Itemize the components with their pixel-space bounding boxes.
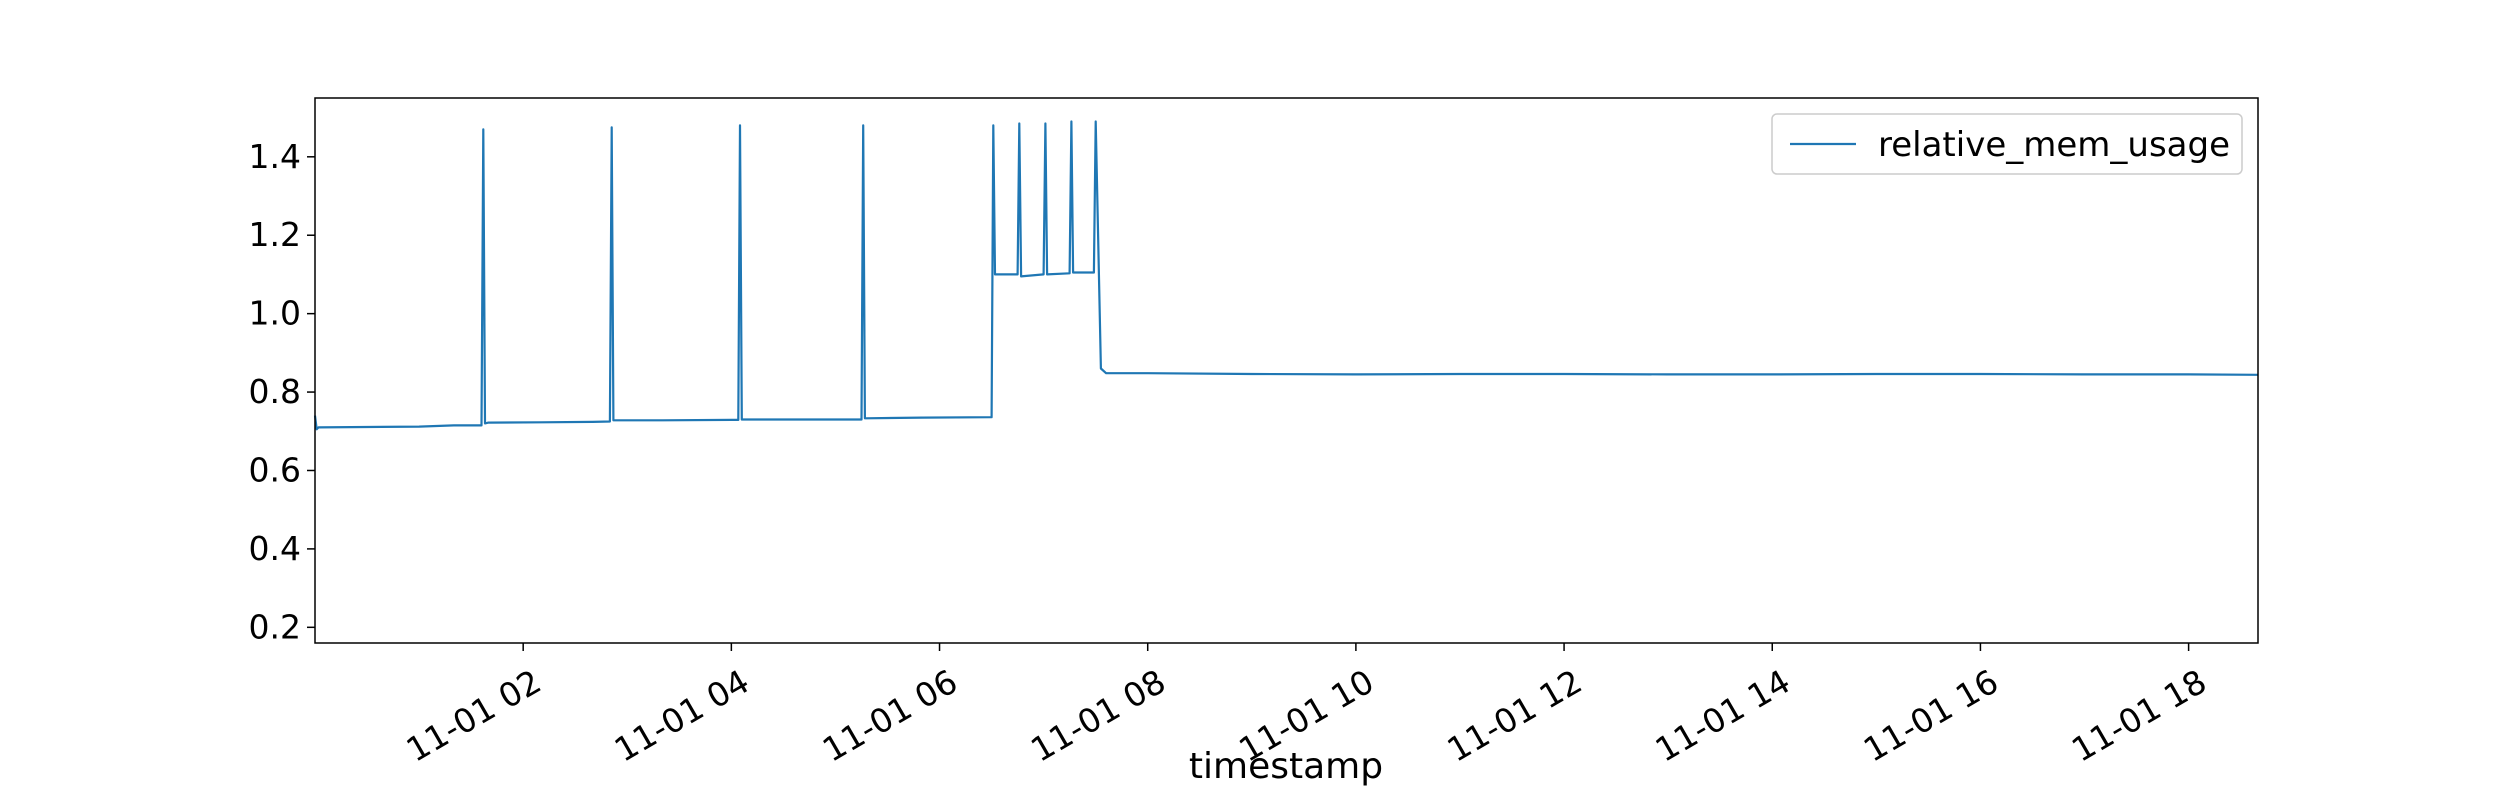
plot-frame [314, 97, 2259, 644]
y-tick-label: 1.4 [249, 137, 301, 176]
plot-area [313, 120, 2259, 431]
x-axis-title: timestamp [1189, 746, 1383, 787]
x-tick-label: 11-01 18 [2065, 662, 2213, 770]
legend-box [1771, 113, 2243, 175]
legend: relative_mem_usage [1771, 113, 2243, 175]
y-tick-label: 1.0 [249, 294, 301, 333]
legend-label: relative_mem_usage [1878, 125, 2230, 165]
x-tick-label: 11-01 04 [608, 662, 756, 770]
y-tick-label: 0.8 [249, 372, 301, 411]
x-tick-label: 11-01 08 [1024, 662, 1172, 770]
x-tick-label: 11-01 16 [1857, 662, 2005, 770]
y-tick-label: 0.2 [249, 607, 301, 646]
y-tick-label: 0.4 [249, 529, 301, 568]
series-line-0 [313, 120, 2259, 431]
axes: 0.2 0.4 0.6 0.8 1.0 1.2 1.4 11-01 02 11-01 04 11-… [249, 97, 2259, 770]
y-tick-label: 0.6 [249, 450, 301, 489]
x-tick-label: 11-01 12 [1440, 662, 1588, 770]
y-tick-label: 1.2 [249, 215, 301, 254]
x-tick-label: 11-01 02 [400, 662, 548, 770]
x-tick-label: 11-01 14 [1649, 662, 1797, 770]
x-tick-label: 11-01 06 [816, 662, 964, 770]
